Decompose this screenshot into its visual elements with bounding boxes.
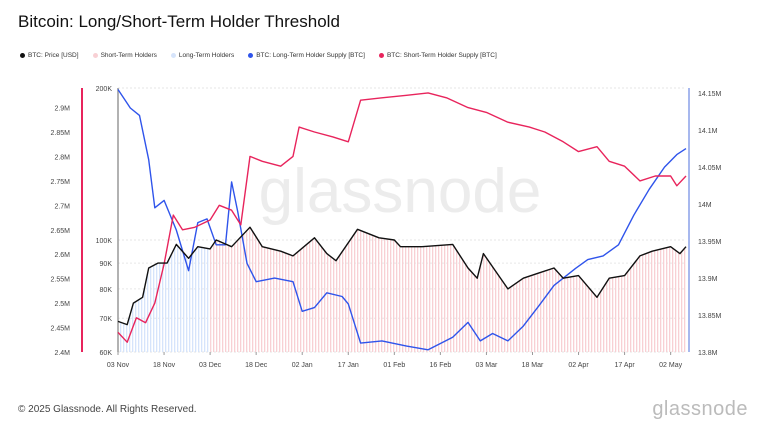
lth-tick-label: 14.1M <box>698 128 718 135</box>
lth-tick-label: 14.05M <box>698 165 722 172</box>
lth-tick-label: 13.95M <box>698 239 722 246</box>
legend-item[interactable]: Short-Term Holders <box>92 52 157 59</box>
legend-item[interactable]: Long-Term Holders <box>170 52 235 59</box>
x-tick-label: 02 May <box>659 362 682 369</box>
x-tick-label: 18 Nov <box>153 362 176 369</box>
region-long-term-holders <box>118 244 211 352</box>
x-tick-label: 03 Dec <box>199 362 222 369</box>
legend-label: BTC: Price [USD] <box>28 52 79 59</box>
sth-tick-label: 2.7M <box>54 203 70 210</box>
price-tick-label: 90K <box>100 261 113 268</box>
x-tick-label: 02 Jan <box>292 362 313 369</box>
glassnode-logo: glassnode <box>652 398 748 420</box>
lth-tick-label: 14.15M <box>698 91 722 98</box>
sth-tick-label: 2.55M <box>51 277 71 284</box>
x-tick-label: 02 Apr <box>568 362 589 369</box>
lth-tick-label: 13.85M <box>698 313 722 320</box>
copyright: © 2025 Glassnode. All Rights Reserved. <box>18 404 197 415</box>
x-tick-label: 03 Mar <box>476 362 498 369</box>
sth-tick-label: 2.9M <box>54 106 70 113</box>
legend-label: BTC: Short-Term Holder Supply [BTC] <box>386 52 497 59</box>
price-tick-label: 60K <box>100 350 113 357</box>
watermark: glassnode <box>259 157 542 226</box>
x-tick-label: 01 Feb <box>383 362 405 369</box>
price-tick-label: 200K <box>96 86 113 93</box>
x-tick-label: 18 Mar <box>522 362 544 369</box>
series-line-btc-price-usd- <box>117 226 687 326</box>
legend-swatch <box>248 53 254 58</box>
legend-label: BTC: Long-Term Holder Supply [BTC] <box>256 52 365 59</box>
sth-tick-label: 2.85M <box>51 130 71 137</box>
legend-swatch <box>20 53 25 58</box>
sth-tick-label: 2.5M <box>54 301 70 308</box>
lth-tick-label: 13.8M <box>698 350 718 357</box>
price-tick-label: 80K <box>100 287 113 294</box>
x-tick-label: 16 Feb <box>429 362 451 369</box>
price-tick-label: 100K <box>96 238 113 245</box>
sth-tick-label: 2.45M <box>51 326 71 333</box>
series-line-btc-short-term-holder-supply-btc- <box>117 92 687 343</box>
sth-tick-label: 2.4M <box>54 350 70 357</box>
sth-tick-label: 2.65M <box>51 228 71 235</box>
region-short-term-holders <box>210 227 687 352</box>
legend-swatch <box>170 53 176 58</box>
x-tick-label: 03 Nov <box>107 362 130 369</box>
x-tick-label: 18 Dec <box>245 362 268 369</box>
lth-tick-label: 14M <box>698 202 712 209</box>
sth-tick-label: 2.75M <box>51 179 71 186</box>
series-line-btc-long-term-holder-supply-btc- <box>117 89 687 351</box>
price-tick-label: 70K <box>100 316 113 323</box>
legend-item[interactable]: BTC: Short-Term Holder Supply [BTC] <box>378 52 497 59</box>
sth-tick-label: 2.8M <box>54 154 70 161</box>
legend-label: Short-Term Holders <box>100 52 157 59</box>
legend-swatch <box>378 53 384 58</box>
page-title: Bitcoin: Long/Short-Term Holder Threshol… <box>18 12 340 31</box>
legend-item[interactable]: BTC: Long-Term Holder Supply [BTC] <box>248 52 365 59</box>
lth-tick-label: 13.9M <box>698 276 718 283</box>
legend-label: Long-Term Holders <box>178 52 235 59</box>
x-tick-label: 17 Jan <box>338 362 359 369</box>
legend-swatch <box>92 53 98 58</box>
legend: BTC: Price [USD] Short-Term Holders Long-T… <box>20 52 497 59</box>
x-tick-label: 17 Apr <box>614 362 635 369</box>
legend-item[interactable]: BTC: Price [USD] <box>20 52 79 59</box>
sth-tick-label: 2.6M <box>54 252 70 259</box>
